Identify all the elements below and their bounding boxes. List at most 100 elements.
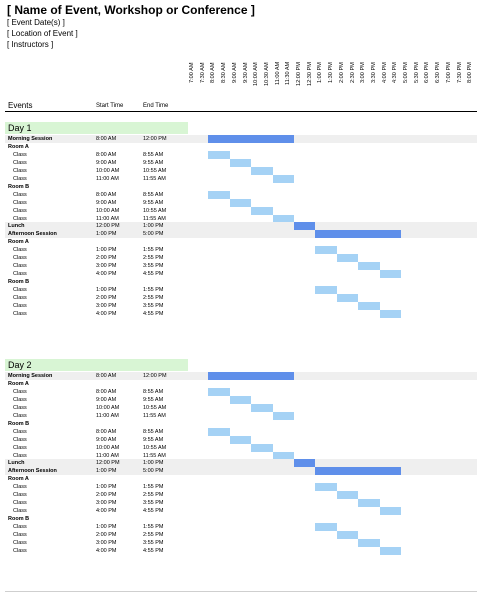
bottom-divider (5, 591, 477, 592)
session-row: Lunch 12:00 PM 1:00 PM (5, 222, 477, 231)
class-row: Class 2:00 PM 2:55 PM (5, 254, 477, 262)
end-time: 2:55 PM (143, 532, 164, 538)
event-name: Room B (8, 279, 30, 286)
session-bar (208, 372, 294, 380)
start-time: 3:00 PM (96, 539, 117, 546)
class-bar (229, 435, 252, 444)
end-time: 1:55 PM (143, 287, 164, 294)
time-label: 10:00 AM (253, 62, 260, 86)
end-time: 11:55 AM (143, 412, 166, 419)
time-column-header: 8:30 AM (219, 62, 230, 106)
class-row: Class 3:00 PM 3:55 PM (5, 302, 477, 310)
start-time: 11:00 AM (96, 412, 119, 419)
event-name: Class (13, 271, 27, 278)
class-bar (315, 286, 337, 295)
event-name: Class (13, 500, 27, 507)
event-name: Class (13, 444, 27, 451)
class-bar (208, 427, 230, 436)
start-time: 3:00 PM (96, 500, 117, 507)
class-bar (336, 294, 359, 302)
time-column-header: 5:30 PM (412, 62, 423, 106)
class-bar (208, 150, 230, 159)
class-row: Class 10:00 AM 10:55 AM (5, 444, 477, 452)
class-bar (251, 403, 273, 412)
header-divider (5, 111, 477, 112)
event-name: Class (13, 191, 27, 198)
time-label: 3:30 PM (370, 62, 377, 83)
end-time: 8:55 AM (143, 151, 164, 158)
start-time: 4:00 PM (96, 547, 117, 554)
class-bar (272, 451, 294, 460)
event-name: Class (13, 428, 27, 435)
start-time: 1:00 PM (96, 468, 117, 475)
time-column-header: 1:30 PM (326, 62, 337, 106)
time-label: 2:00 PM (338, 62, 345, 83)
class-row: Class 11:00 AM 11:55 AM (5, 452, 477, 460)
class-row: Class 2:00 PM 2:55 PM (5, 491, 477, 499)
events-column-header: Events (8, 101, 33, 110)
event-name: Lunch (8, 223, 25, 230)
end-time: 3:55 PM (143, 539, 164, 546)
class-row: Class 11:00 AM 11:55 AM (5, 175, 477, 183)
time-column-header: 6:00 PM (422, 62, 433, 106)
session-row: Afternoon Session 1:00 PM 5:00 PM (5, 467, 477, 476)
day-header: Day 2 (5, 359, 188, 371)
class-row: Class 1:00 PM 1:55 PM (5, 483, 477, 491)
event-name: Class (13, 484, 27, 491)
event-name: Room B (8, 183, 30, 190)
event-name: Morning Session (8, 136, 53, 142)
time-label: 9:30 AM (242, 62, 249, 83)
start-time: 12:00 PM (96, 460, 120, 467)
class-bar (358, 301, 380, 310)
start-time: 10:00 AM (96, 207, 120, 214)
class-bar (336, 531, 359, 539)
session-bar (208, 135, 294, 143)
end-time: 3:55 PM (143, 263, 164, 270)
start-time: 8:00 AM (96, 191, 117, 198)
class-bar (251, 166, 273, 175)
event-name: Class (13, 302, 27, 309)
start-time: 10:00 AM (96, 404, 120, 411)
time-column-header: 9:00 AM (230, 62, 241, 106)
class-bar (229, 158, 252, 167)
start-time: 9:00 AM (96, 436, 117, 443)
end-time: 12:00 PM (143, 373, 167, 379)
event-name: Room A (8, 380, 29, 387)
event-name: Class (13, 255, 27, 262)
session-row: Afternoon Session 1:00 PM 5:00 PM (5, 230, 477, 239)
end-time: 8:55 AM (143, 191, 164, 198)
time-column-header: 10:00 AM (251, 62, 262, 106)
time-column-header: 11:00 AM (273, 62, 284, 106)
class-bar (229, 395, 252, 404)
class-row: Class 4:00 PM 4:55 PM (5, 270, 477, 278)
class-bar (379, 309, 401, 318)
event-name: Class (13, 539, 27, 546)
time-label: 9:00 AM (231, 62, 238, 83)
event-name: Class (13, 175, 27, 182)
start-time: 1:00 PM (96, 524, 117, 531)
session-bar (315, 230, 401, 239)
class-bar (336, 491, 359, 500)
class-row: Class 1:00 PM 1:55 PM (5, 523, 477, 531)
class-bar (315, 523, 337, 532)
day-label: Day 2 (8, 360, 32, 370)
event-name: Class (13, 159, 27, 166)
event-location: [ Location of Event ] (7, 29, 78, 38)
time-column-header: 4:00 PM (380, 62, 391, 106)
start-time: 8:00 AM (96, 388, 117, 395)
start-time: 8:00 AM (96, 428, 117, 435)
class-bar (315, 246, 337, 255)
class-bar (272, 214, 294, 223)
end-time: 11:55 AM (143, 215, 166, 222)
class-row: Class 1:00 PM 1:55 PM (5, 286, 477, 294)
end-time: 9:55 AM (143, 159, 164, 166)
end-time: 4:55 PM (143, 547, 164, 554)
class-row: Class 4:00 PM 4:55 PM (5, 310, 477, 318)
time-column-header: 8:00 PM (465, 62, 476, 106)
session-bar (315, 467, 401, 476)
time-label: 1:00 PM (317, 62, 324, 83)
event-name: Class (13, 388, 27, 395)
time-label: 8:00 AM (210, 62, 217, 83)
class-bar (315, 483, 337, 492)
time-label: 4:30 PM (392, 62, 399, 83)
